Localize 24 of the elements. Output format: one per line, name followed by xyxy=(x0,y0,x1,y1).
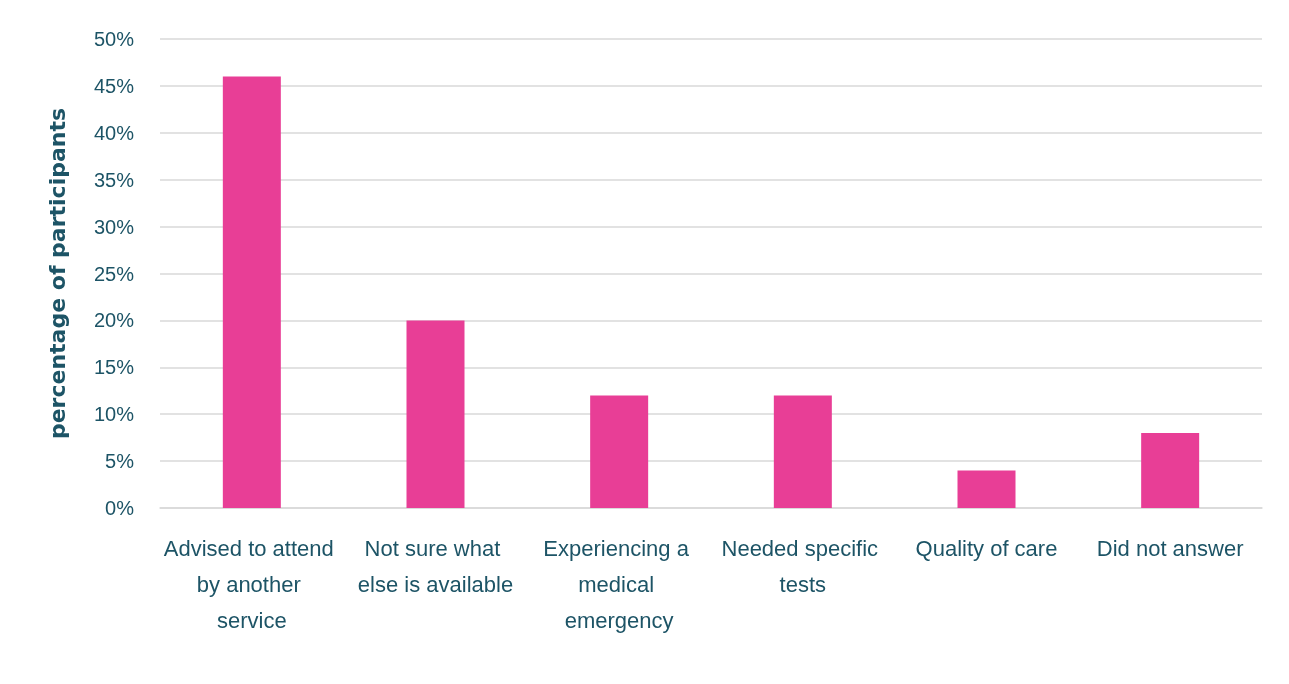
bar xyxy=(222,76,281,508)
y-tick-label: 50% xyxy=(93,28,135,50)
y-tick-label: 10% xyxy=(93,403,135,426)
bar xyxy=(1141,432,1200,508)
y-tick-label: 35% xyxy=(93,168,135,191)
x-tick-label: Not sure what else is available xyxy=(357,535,514,597)
y-tick-label: 25% xyxy=(93,262,135,285)
bar xyxy=(406,320,465,508)
y-tick-label: 45% xyxy=(93,74,135,97)
y-tick-label: 0% xyxy=(105,497,135,519)
y-axis-title: percentage of participants xyxy=(44,107,70,440)
y-tick-label: 30% xyxy=(93,215,135,238)
x-tick-label: Quality of care xyxy=(915,535,1058,561)
bar xyxy=(590,395,649,508)
y-tick-label: 40% xyxy=(93,121,135,144)
y-tick-label: 20% xyxy=(93,309,135,332)
x-tick-label: Needed specific tests xyxy=(721,535,885,597)
y-tick-label: 15% xyxy=(93,356,135,379)
bar xyxy=(773,395,832,508)
x-tick-label: Advised to attend by another service xyxy=(163,535,340,633)
x-tick-label: Experiencing a medical emergency xyxy=(543,535,695,633)
bar xyxy=(957,470,1016,508)
x-tick-label: Did not answer xyxy=(1096,535,1244,561)
y-tick-label: 5% xyxy=(105,450,135,473)
